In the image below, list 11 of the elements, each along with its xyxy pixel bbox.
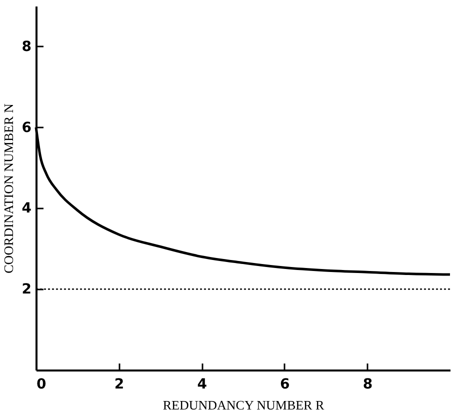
x-tick-label: 4 [197,376,208,392]
y-tick-label: 4 [22,200,32,217]
x-axis-title: REDUNDANCY NUMBER R [162,398,324,412]
y-tick-label: 8 [22,38,32,55]
x-tick-label: 2 [114,376,124,392]
y-tick-label: 6 [22,120,32,136]
x-tick-label: 8 [362,376,373,392]
y-tick-label: 2 [22,282,32,298]
x-tick-label: 0 [36,376,46,392]
x-tick-label: 6 [280,376,290,392]
y-axis-title: COORDINATION NUMBER N [0,103,16,274]
